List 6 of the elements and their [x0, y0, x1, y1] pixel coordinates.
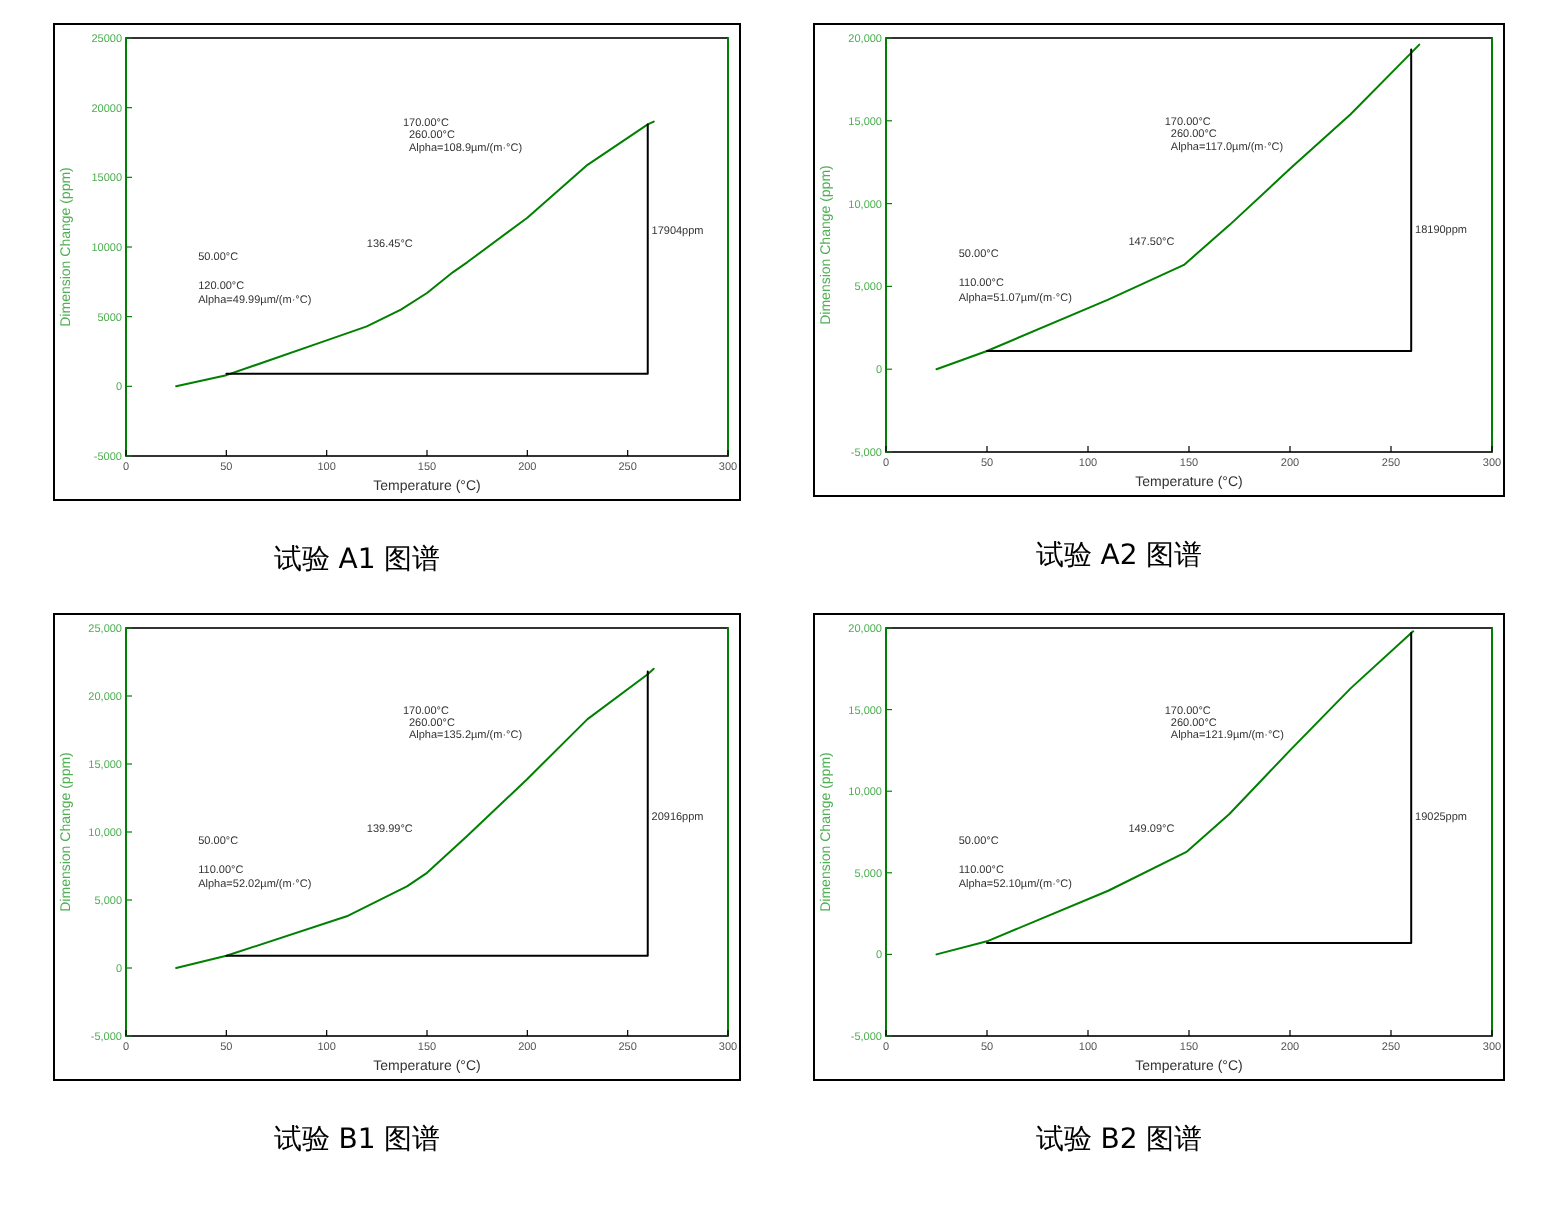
text: 试验 A2 图谱 — [1035, 540, 1203, 572]
text: 试验 A1 图谱 — [273, 544, 441, 576]
line-series — [175, 667, 655, 969]
text: 试验 B1 图谱 — [273, 1124, 441, 1156]
line-series — [175, 120, 655, 388]
text: 试验 B2 图谱 — [1035, 1124, 1203, 1156]
